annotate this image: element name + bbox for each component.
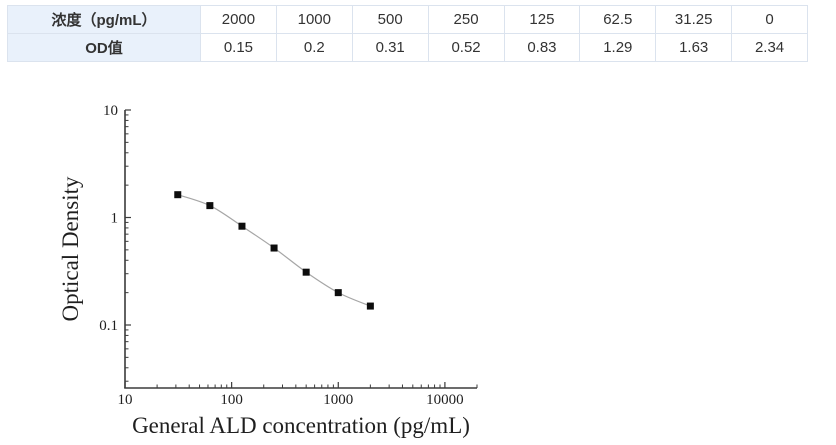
x-tick-label: 10 xyxy=(118,392,133,408)
y-tick-label: 1 xyxy=(111,211,119,227)
table-row: OD值 0.15 0.2 0.31 0.52 0.83 1.29 1.63 2.34 xyxy=(7,33,808,62)
data-point-marker xyxy=(238,222,246,230)
x-tick-label: 10000 xyxy=(426,392,464,408)
table-cell: 0 xyxy=(731,5,808,34)
y-tick-label: 10 xyxy=(103,103,118,119)
chart-canvas: 10 100 1000 10000 0.1 1 10 Optical Density Gener… xyxy=(58,103,478,438)
data-point-marker xyxy=(174,191,182,199)
table-cell: 1.63 xyxy=(655,33,733,62)
data-point-marker xyxy=(366,302,374,310)
table-cell: 0.15 xyxy=(200,33,277,62)
data-point-marker xyxy=(206,202,214,210)
table-cell: 31.25 xyxy=(655,5,733,34)
table-cell: 0.2 xyxy=(275,33,353,62)
standards-table: 浓度（pg/mL） 2000 1000 500 250 125 62.5 31.25 0 OD值 0… xyxy=(7,5,808,62)
table-cell: 2000 xyxy=(200,5,277,34)
data-point-marker xyxy=(302,268,310,276)
data-point-marker xyxy=(334,289,342,297)
row-header: 浓度（pg/mL） xyxy=(7,5,201,34)
standards-table-body: 浓度（pg/mL） 2000 1000 500 250 125 62.5 31.25 0 OD值 0… xyxy=(7,5,808,62)
standard-curve-chart: 10 100 1000 10000 0.1 1 10 Optical Density Gener… xyxy=(0,90,520,445)
table-cell: 0.83 xyxy=(503,33,581,62)
table-cell: 2.34 xyxy=(731,33,808,62)
table-cell: 0.31 xyxy=(351,33,429,62)
table-row: 浓度（pg/mL） 2000 1000 500 250 125 62.5 31.25 0 xyxy=(7,5,808,34)
table-cell: 1.29 xyxy=(579,33,657,62)
table-cell: 1000 xyxy=(275,5,353,34)
y-axis-title: Optical Density xyxy=(58,176,83,321)
table-cell: 250 xyxy=(427,5,505,34)
table-cell: 125 xyxy=(503,5,581,34)
table-cell: 62.5 xyxy=(579,5,657,34)
data-point-marker xyxy=(270,244,278,252)
table-cell: 0.52 xyxy=(427,33,505,62)
x-tick-label: 100 xyxy=(220,392,243,408)
x-tick-label: 1000 xyxy=(323,392,353,408)
x-axis-title: General ALD concentration (pg/mL) xyxy=(132,413,470,438)
table-cell: 500 xyxy=(351,5,429,34)
row-header: OD值 xyxy=(7,33,201,62)
y-tick-label: 0.1 xyxy=(99,318,118,334)
